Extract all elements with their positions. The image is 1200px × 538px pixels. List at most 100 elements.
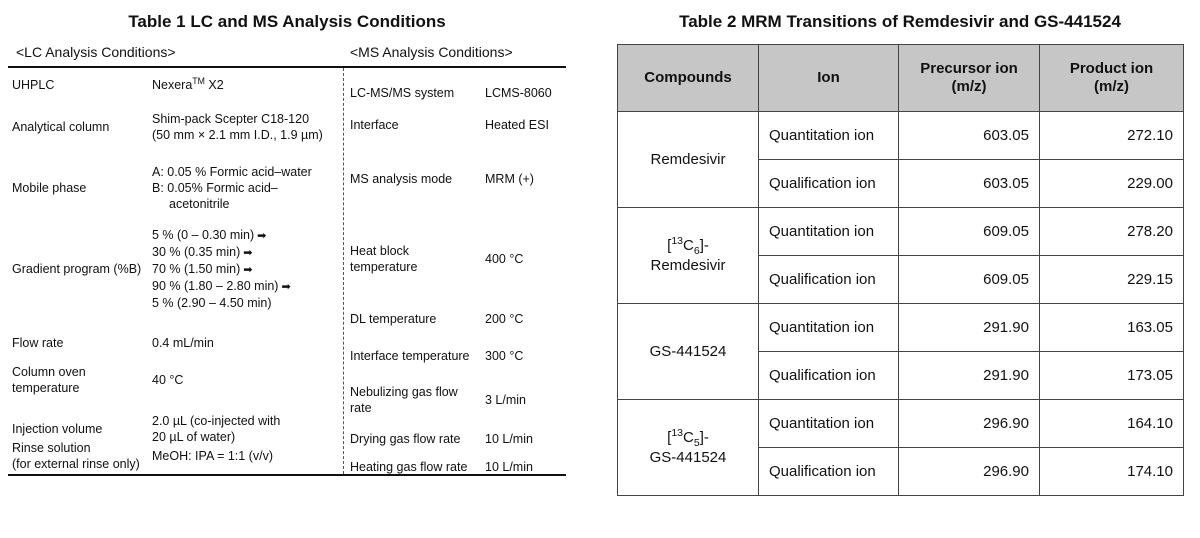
lc-value: MeOH: IPA = 1:1 (v/v) <box>152 449 273 463</box>
header-line: (m/z) <box>951 78 987 95</box>
table-1: Table 1 LC and MS Analysis Conditions <L… <box>8 8 566 476</box>
ion-cell: Qualification ion <box>758 255 899 304</box>
ms-row-dl-temperature: DL temperature 200 °C <box>344 306 566 332</box>
table-row: Qualification ion 603.05 229.00 <box>618 159 1184 208</box>
lc-value: A: 0.05 % Formic acid–water B: 0.05% For… <box>152 164 343 212</box>
lc-value-line: (50 mm × 2.1 mm I.D., 1.9 µm) <box>152 128 323 142</box>
lc-value-text: X2 <box>208 78 224 92</box>
ms-value: Heated ESI <box>485 118 549 132</box>
header-line: Precursor ion <box>920 60 1018 77</box>
header-ion: Ion <box>758 44 899 112</box>
lc-label: Injection volume <box>12 422 103 436</box>
table-2: Table 2 MRM Transitions of Remdesivir an… <box>617 8 1184 496</box>
lc-row-injection-volume: Injection volume 2.0 µL (co-injected wit… <box>8 409 343 449</box>
ms-label-line: rate <box>350 401 372 415</box>
product-cell: 272.10 <box>1039 111 1184 160</box>
lc-label: Column oven temperature <box>8 364 152 396</box>
lc-value-line: 20 µL of water) <box>152 430 236 444</box>
precursor-cell: 296.90 <box>898 447 1040 496</box>
lc-label: Rinse solution (for external rinse only) <box>8 440 152 472</box>
arrow-right-icon: ➡ <box>257 230 267 242</box>
compound-label-line: GS-441524 <box>649 448 727 466</box>
gradient-step: 90 % (1.80 – 2.80 min) <box>152 279 279 293</box>
ms-value: 10 L/min <box>485 460 533 474</box>
precursor-cell: 291.90 <box>898 351 1040 400</box>
compound-label-line: [13C6]- <box>667 234 709 257</box>
gradient-step: 5 % (2.90 – 4.50 min) <box>152 296 272 310</box>
lc-row-column-oven: Column oven temperature 40 °C <box>8 360 343 400</box>
ms-value: 3 L/min <box>485 393 526 407</box>
ms-row-interface: Interface Heated ESI <box>344 112 566 138</box>
ms-label: Heating gas flow rate <box>350 460 468 474</box>
product-cell: 278.20 <box>1039 207 1184 256</box>
table-row: [13C6]- Remdesivir Quantitation ion 609.05 2… <box>617 207 1184 304</box>
table-1-bottom-rule <box>8 474 566 476</box>
table-2-title: Table 2 MRM Transitions of Remdesivir an… <box>679 12 1121 31</box>
ms-value: 400 °C <box>485 252 524 266</box>
table-row: Remdesivir Quantitation ion 603.05 272.10 <box>617 111 1184 208</box>
table-1-section-headers: <LC Analysis Conditions> <MS Analysis Co… <box>8 36 566 66</box>
lc-value-line: B: 0.05% Formic acid– <box>152 181 278 195</box>
ms-label: Drying gas flow rate <box>350 432 461 446</box>
ms-row-drying-gas: Drying gas flow rate 10 L/min <box>344 428 566 450</box>
table-1-overlay: Rinse solution (for external rinse only)… <box>8 76 566 482</box>
ms-row-interface-temperature: Interface temperature 300 °C <box>344 343 566 369</box>
arrow-right-icon: ➡ <box>243 264 253 276</box>
product-cell: 163.05 <box>1039 303 1184 352</box>
ms-row-system: LC-MS/MS system LCMS-8060 <box>344 80 566 106</box>
lc-value-line: 2.0 µL (co-injected with <box>152 414 281 428</box>
lc-value: Shim-pack Scepter C18-120 (50 mm × 2.1 m… <box>152 111 343 143</box>
lc-row-flow-rate: Flow rate 0.4 mL/min <box>8 330 343 356</box>
table-row: [13C5]- GS-441524 Quantitation ion 296.90 16… <box>617 399 1184 496</box>
precursor-cell: 291.90 <box>898 303 1040 352</box>
table-row: GS-441524 Quantitation ion 291.90 163.05 <box>617 303 1184 400</box>
ms-value: 300 °C <box>485 349 524 363</box>
lc-label: Flow rate <box>12 336 64 350</box>
lc-row-gradient-program: Gradient program (%B) 5 % (0 – 0.30 min)… <box>8 225 343 313</box>
table-1-body: UHPLC NexeraTM X2 Analytical column Shim… <box>8 68 566 474</box>
compound-label-line: [13C5]- <box>667 426 709 449</box>
ms-row-heating-gas: Heating gas flow rate 10 L/min <box>344 456 566 478</box>
lc-row-analytical-column: Analytical column Shim-pack Scepter C18-… <box>8 104 343 150</box>
precursor-cell: 603.05 <box>898 159 1040 208</box>
lc-label-line: (for external rinse only) <box>12 457 140 471</box>
lc-value: 2.0 µL (co-injected with 20 µL of water) <box>152 413 343 445</box>
ms-label: Heat block temperature <box>344 243 485 275</box>
ion-cell: Quantitation ion <box>758 399 899 448</box>
product-cell: 173.05 <box>1039 351 1184 400</box>
lc-label: Analytical column <box>12 120 110 134</box>
ms-row-nebulizing-gas: Nebulizing gas flow rate 3 L/min <box>344 380 566 420</box>
lc-row-mobile-phase: Mobile phase A: 0.05 % Formic acid–water… <box>8 160 343 216</box>
ion-cell: Qualification ion <box>758 447 899 496</box>
ion-cell: Quantitation ion <box>758 111 899 160</box>
ion-cell: Qualification ion <box>758 351 899 400</box>
ms-label: Interface <box>350 118 399 132</box>
lc-value: 40 °C <box>152 373 184 387</box>
lc-label: Mobile phase <box>12 181 87 195</box>
lc-value-line: Shim-pack Scepter C18-120 <box>152 112 310 126</box>
ms-label-line: temperature <box>350 260 418 274</box>
compound-label-line: Remdesivir <box>650 256 726 274</box>
arrow-right-icon: ➡ <box>281 281 291 293</box>
lc-row-uhplc: UHPLC NexeraTM X2 <box>8 72 343 98</box>
compound-cell: [13C6]- Remdesivir <box>617 207 759 304</box>
lc-label-line: temperature <box>12 381 80 395</box>
ms-label: DL temperature <box>350 312 437 326</box>
ion-cell: Quantitation ion <box>758 207 899 256</box>
ms-value: LCMS-8060 <box>485 86 552 100</box>
ms-row-analysis-mode: MS analysis mode MRM (+) <box>344 166 566 192</box>
lc-value: NexeraTM X2 <box>152 76 343 93</box>
precursor-cell: 603.05 <box>898 111 1040 160</box>
mrm-table: Compounds Ion Precursor ion (m/z) Product… <box>617 44 1184 496</box>
lc-value: 5 % (0 – 0.30 min) ➡ 30 % (0.35 min) ➡ 70 … <box>152 227 343 311</box>
mrm-table-body: Remdesivir Quantitation ion 603.05 272.10 Qu… <box>617 111 1184 496</box>
ms-value: 10 L/min <box>485 432 533 446</box>
header-product: Product ion (m/z) <box>1039 44 1184 112</box>
ms-label-line: Nebulizing gas flow <box>350 385 458 399</box>
ion-cell: Qualification ion <box>758 159 899 208</box>
lc-section-header: <LC Analysis Conditions> <box>16 44 176 60</box>
precursor-cell: 609.05 <box>898 207 1040 256</box>
gradient-step: 70 % (1.50 min) <box>152 262 241 276</box>
ms-label: MS analysis mode <box>350 172 453 186</box>
ms-row-heat-block: Heat block temperature 400 °C <box>344 239 566 279</box>
